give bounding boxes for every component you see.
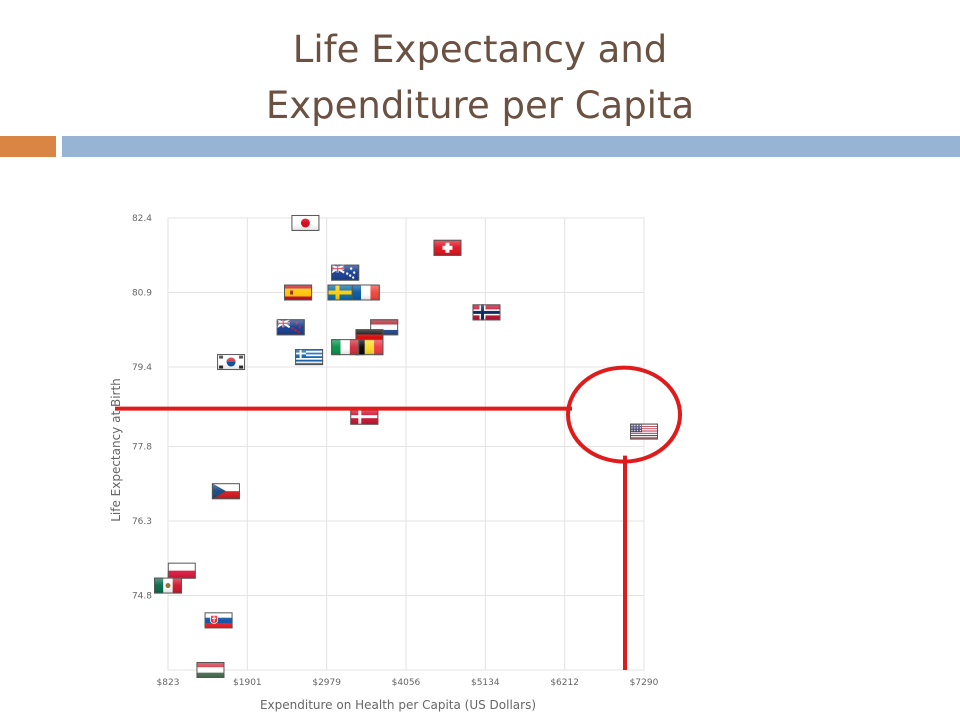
- accent-bar-blue: [62, 136, 960, 157]
- y-tick-label: 80.9: [132, 289, 152, 299]
- belgium-flag: [355, 339, 384, 356]
- y-tick-label: 79.4: [132, 363, 152, 373]
- australia-flag: [330, 263, 360, 281]
- x-tick-label: $6212: [550, 678, 579, 688]
- x-axis-label: Expenditure on Health per Capita (US Dol…: [260, 698, 536, 712]
- slovakia-flag: [204, 612, 233, 629]
- grid-lines: [167, 217, 645, 670]
- x-tick-labels: $823 $1901 $2979 $4056 $5134 $6212 $7290: [157, 678, 659, 688]
- x-tick-label: $5134: [471, 678, 500, 688]
- spain-flag: [284, 284, 313, 301]
- poland-flag: [167, 562, 196, 579]
- new-zealand-flag: [276, 318, 305, 336]
- switzerland-flag: [433, 239, 462, 256]
- annotation-ellipse: [566, 365, 682, 464]
- slide-title-line-2: Expenditure per Capita: [265, 84, 695, 127]
- x-tick-label: $4056: [392, 678, 421, 688]
- y-tick-label: 77.8: [132, 442, 152, 452]
- korea-flag: [217, 354, 246, 371]
- denmark-flag: [350, 408, 379, 425]
- mexico-flag: [154, 577, 182, 594]
- x-tick-label: $823: [157, 678, 180, 688]
- italy-flag: [331, 339, 360, 356]
- slide-title-line-1: Life Expectancy and: [292, 28, 668, 71]
- x-tick-label: $2979: [312, 678, 341, 688]
- norway-flag: [472, 304, 501, 321]
- sweden-flag: [327, 284, 356, 301]
- y-tick-label: 76.3: [132, 517, 152, 527]
- y-tick-label: 82.4: [132, 214, 152, 224]
- x-tick-label: $7290: [630, 678, 659, 688]
- annotations: [115, 365, 682, 670]
- hungary-flag: [196, 662, 225, 678]
- slide-title: Life Expectancy and Expenditure per Capi…: [0, 22, 960, 134]
- greece-flag: [295, 349, 324, 366]
- czech-republic-flag: [211, 483, 240, 500]
- united-states-flag: [630, 423, 658, 440]
- x-tick-label: $1901: [233, 678, 262, 688]
- y-axis-label: Life Expectancy at Birth: [109, 378, 123, 522]
- y-tick-labels: 74.8 76.3 77.8 79.4 80.9 82.4: [132, 214, 152, 601]
- france-flag: [351, 284, 380, 301]
- accent-bar-orange: [0, 136, 56, 157]
- japan-flag: [291, 214, 320, 231]
- y-tick-label: 74.8: [132, 591, 152, 601]
- data-points: [154, 214, 658, 678]
